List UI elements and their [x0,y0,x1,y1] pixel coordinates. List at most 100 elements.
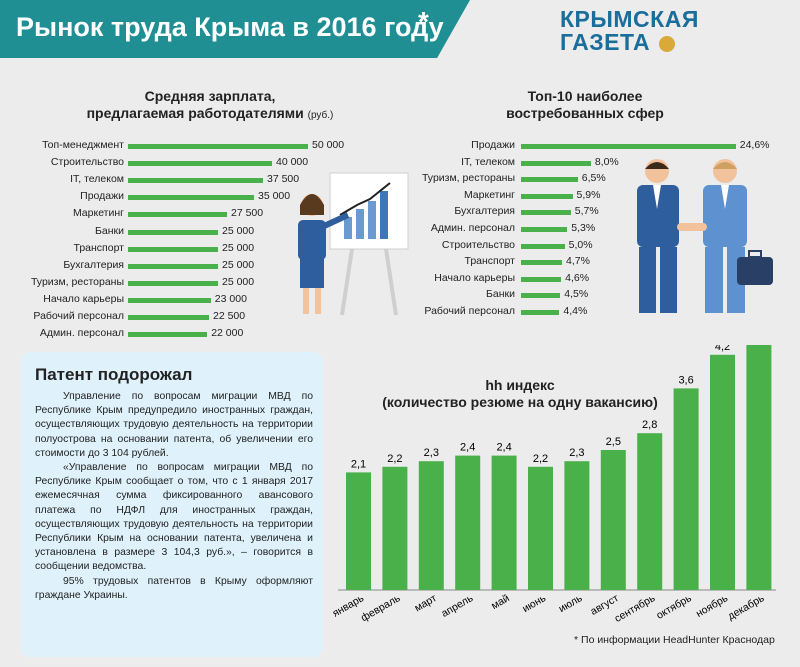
bar-label: Продажи [471,139,515,151]
bar [128,332,208,338]
column-bar [564,461,590,590]
page-title: Рынок труда Крыма в 2016 году [16,12,444,42]
bar-value-label: 22 000 [211,327,244,340]
bar-label: Банки [486,288,515,301]
bar [521,260,563,266]
bar-value-label: 40 000 [276,156,309,169]
column-value-label: 2,3 [424,447,439,459]
publisher-logo: КРЫМСКАЯ ГАЗЕТА [560,6,699,55]
bar-value-label: 4,6% [565,271,590,284]
bar-value-label: 5,7% [574,205,599,218]
bar-label: Рабочий персонал [33,310,124,322]
bar [128,280,218,286]
bar-value-label: 4,4% [563,305,588,317]
bar [128,315,209,320]
bar-value-label: 23 000 [214,292,247,305]
bar [128,246,218,252]
column-value-label: 2,4 [496,442,511,454]
bar-label: Туризм, рестораны [30,275,124,288]
column-bar [600,450,626,590]
bar-label: Топ-менеджмент [42,139,124,151]
column-value-label: 2,1 [351,458,366,470]
column-value-label: 2,4 [460,442,475,454]
column-bar [746,345,772,590]
bar [128,297,211,303]
bar-value-label: 25 000 [222,241,255,254]
bar [521,144,736,149]
hh-chart-title: hh индекс (количество резюме на одну вак… [382,377,658,410]
bar-value-label: 5,9% [576,188,601,201]
patent-paragraph-3: 95% трудовых патентов в Крыму оформляют … [35,575,313,601]
footnote-marker: * [574,634,579,646]
column-bar [346,472,371,590]
bar [128,161,272,167]
patent-title: Патент подорожал [35,365,193,384]
bar-label: Туризм, рестораны [421,172,515,185]
month-label: март [412,592,438,614]
patent-paragraph-1: Управление по вопросам миграции МВД по Р… [35,391,313,459]
bar-label: Бухгалтерия [63,258,124,271]
column-bar [710,354,735,590]
month-label: сентябрь [612,592,657,625]
bar-value-label: 25 000 [222,275,255,288]
bar [128,195,254,201]
bar-value-label: 4,7% [566,255,590,268]
column-value-label: 2,2 [533,453,548,465]
column-bar [382,466,408,590]
column-value-label: 4,2 [715,345,730,353]
bar-label: Админ. персонал [430,222,515,234]
bar-value-label: 8,0% [594,155,619,168]
bar-label: Транспорт [464,255,516,268]
bar [128,144,308,149]
column-bar [491,455,517,590]
bar [128,263,218,269]
bar [521,160,591,166]
bar-label: Админ. персонал [39,327,124,340]
bar-label: Банки [95,224,124,237]
hh-index-chart: 2,1январь2,2февраль2,3март2,4апрель2,4ма… [330,345,776,625]
column-bar [455,455,481,590]
column-value-label: 2,8 [642,419,657,431]
bar-label: Начало карьеры [434,271,515,284]
bar-label: Бухгалтерия [454,205,515,218]
bar-label: Маркетинг [72,207,124,220]
bar-label: Продажи [80,190,124,203]
month-label: декабрь [726,592,767,623]
bar [521,193,573,199]
column-value-label: 2,3 [569,447,584,459]
bar-value-label: 4,5% [564,288,589,301]
column-value-label: 3,6 [678,374,693,386]
handshake-illustration [637,159,773,313]
month-label: июнь [520,592,548,615]
column-value-label: 2,5 [606,436,621,448]
bar-value-label: 27 500 [231,207,264,220]
bar [521,243,565,249]
bar [521,227,568,232]
bar-label: IT, телеком [461,155,515,168]
column-bar [418,461,444,590]
bar-label: Рабочий персонал [424,305,515,317]
bar-value-label: 22 500 [213,310,246,322]
bar [128,229,218,235]
salary-unit: (руб.) [307,110,334,121]
presenter-illustration [298,172,409,316]
month-label: май [489,592,512,612]
month-label: ноябрь [694,592,730,620]
bar-value-label: 24,6% [739,139,770,151]
bar [128,212,227,218]
bar [521,177,578,183]
bar-value-label: 50 000 [312,139,345,151]
header-banner [0,0,470,58]
bar-label: Транспорт [73,241,125,254]
title-footnote-marker: * [418,6,429,37]
patent-paragraph-2: «Управление по вопросам миграции МВД по … [35,462,313,573]
bar-label: Строительство [50,156,124,169]
column-value-label: 2,2 [387,453,402,465]
month-label: июль [557,592,585,615]
bar-value-label: 35 000 [258,190,291,203]
source-footnote: * По информации HeadHunter Краснодар [574,634,775,646]
bar-label: Начало карьеры [43,292,124,305]
bar-label: IT, телеком [70,173,124,186]
bar-value-label: 6,5% [581,172,606,185]
spheres-chart-title: Топ-10 наиболее востребованных сфер [506,88,664,121]
